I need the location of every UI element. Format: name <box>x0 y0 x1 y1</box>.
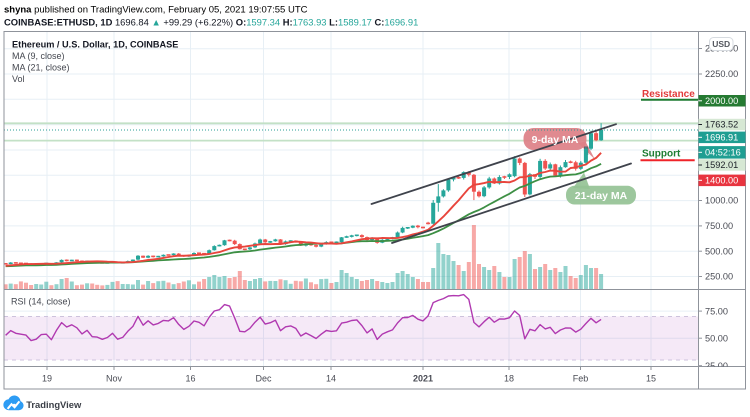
svg-text:shyna published on TradingView: shyna published on TradingView.com, Febr… <box>4 5 308 16</box>
svg-text:21-day MA: 21-day MA <box>575 190 628 202</box>
svg-text:MA (21, close): MA (21, close) <box>12 63 70 73</box>
svg-text:1592.01: 1592.01 <box>705 160 738 170</box>
svg-text:1696.91: 1696.91 <box>705 133 738 143</box>
svg-text:16: 16 <box>185 374 195 384</box>
svg-text:USD: USD <box>712 39 730 49</box>
svg-text:2021: 2021 <box>413 374 433 384</box>
svg-text:50.00: 50.00 <box>705 333 728 343</box>
svg-text:Support: Support <box>642 149 681 160</box>
svg-text:18: 18 <box>504 374 514 384</box>
svg-text:Feb: Feb <box>573 374 589 384</box>
svg-text:Vol: Vol <box>12 74 25 84</box>
svg-text:1763.52: 1763.52 <box>705 120 738 130</box>
svg-text:19: 19 <box>42 374 52 384</box>
svg-text:Resistance: Resistance <box>642 89 695 100</box>
svg-text:14: 14 <box>326 374 336 384</box>
svg-text:Ethereum / U.S. Dollar, 1D, CO: Ethereum / U.S. Dollar, 1D, COINBASE <box>12 40 178 50</box>
svg-text:1400.00: 1400.00 <box>705 176 738 186</box>
svg-text:25.00: 25.00 <box>705 361 728 371</box>
svg-text:500.00: 500.00 <box>705 246 733 256</box>
svg-text:RSI (14, close): RSI (14, close) <box>11 297 71 307</box>
svg-text:Nov: Nov <box>106 374 123 384</box>
svg-text:250.00: 250.00 <box>705 272 733 282</box>
svg-text:15: 15 <box>646 374 656 384</box>
svg-text:1000.00: 1000.00 <box>705 196 738 206</box>
svg-text:Dec: Dec <box>255 374 272 384</box>
svg-text:MA (9, close): MA (9, close) <box>12 51 65 61</box>
svg-text:2000.00: 2000.00 <box>705 96 738 106</box>
svg-text:2250.00: 2250.00 <box>705 69 738 79</box>
svg-text:TradingView: TradingView <box>26 399 82 410</box>
svg-text:COINBASE:ETHUSD, 1D 1696.84 ▲: COINBASE:ETHUSD, 1D 1696.84 ▲ +99.29 (+6… <box>4 17 418 28</box>
svg-text:750.00: 750.00 <box>705 221 733 231</box>
svg-text:04:52:16: 04:52:16 <box>705 148 741 158</box>
svg-text:9-day MA: 9-day MA <box>532 134 579 146</box>
svg-text:75.00: 75.00 <box>705 306 728 316</box>
